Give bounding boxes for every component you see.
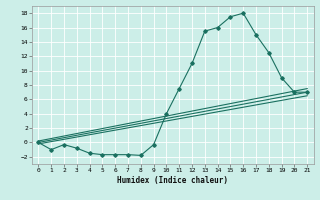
X-axis label: Humidex (Indice chaleur): Humidex (Indice chaleur) [117,176,228,185]
